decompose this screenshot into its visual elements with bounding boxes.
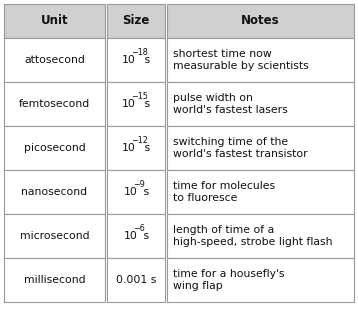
Bar (4, 82, 105, 126)
Bar (167, 126, 354, 170)
Bar (107, 170, 165, 214)
Text: time for a housefly's
wing flap: time for a housefly's wing flap (173, 269, 285, 291)
Text: millisecond: millisecond (24, 275, 85, 285)
Bar (107, 214, 165, 258)
Text: switching time of the
world's fastest transistor: switching time of the world's fastest tr… (173, 137, 308, 159)
Text: length of time of a
high-speed, strobe light flash: length of time of a high-speed, strobe l… (173, 225, 333, 247)
Text: time for molecules
to fluoresce: time for molecules to fluoresce (173, 181, 275, 203)
Text: −15: −15 (131, 92, 148, 101)
Bar (4, 126, 105, 170)
Text: Unit: Unit (41, 14, 68, 27)
Text: s: s (141, 143, 151, 153)
Bar (107, 258, 165, 302)
Text: −18: −18 (131, 48, 148, 57)
Bar (167, 38, 354, 82)
Text: Notes: Notes (241, 14, 280, 27)
Bar (107, 126, 165, 170)
Text: −6: −6 (133, 224, 145, 233)
Bar (167, 258, 354, 302)
Text: s: s (140, 187, 149, 197)
Text: pulse width on
world's fastest lasers: pulse width on world's fastest lasers (173, 93, 288, 115)
Bar (4, 258, 105, 302)
Text: s: s (141, 55, 151, 65)
Text: 10: 10 (122, 143, 136, 153)
Bar (167, 4, 354, 38)
Text: nanosecond: nanosecond (21, 187, 88, 197)
Text: femtosecond: femtosecond (19, 99, 90, 109)
Text: 10: 10 (124, 187, 138, 197)
Text: 0.001 s: 0.001 s (116, 275, 156, 285)
Text: −12: −12 (131, 136, 148, 145)
Text: picosecond: picosecond (24, 143, 85, 153)
Bar (4, 170, 105, 214)
Bar (107, 4, 165, 38)
Text: microsecond: microsecond (20, 231, 89, 241)
Bar (4, 4, 105, 38)
Text: 10: 10 (122, 55, 136, 65)
Text: s: s (140, 231, 149, 241)
Bar (4, 214, 105, 258)
Bar (107, 38, 165, 82)
Text: 10: 10 (122, 99, 136, 109)
Bar (167, 214, 354, 258)
Bar (167, 170, 354, 214)
Text: attosecond: attosecond (24, 55, 85, 65)
Text: Size: Size (122, 14, 150, 27)
Text: −9: −9 (133, 180, 145, 189)
Text: shortest time now
measurable by scientists: shortest time now measurable by scientis… (173, 49, 309, 71)
Text: s: s (141, 99, 151, 109)
Bar (107, 82, 165, 126)
Bar (4, 38, 105, 82)
Text: 10: 10 (124, 231, 138, 241)
Bar (167, 82, 354, 126)
